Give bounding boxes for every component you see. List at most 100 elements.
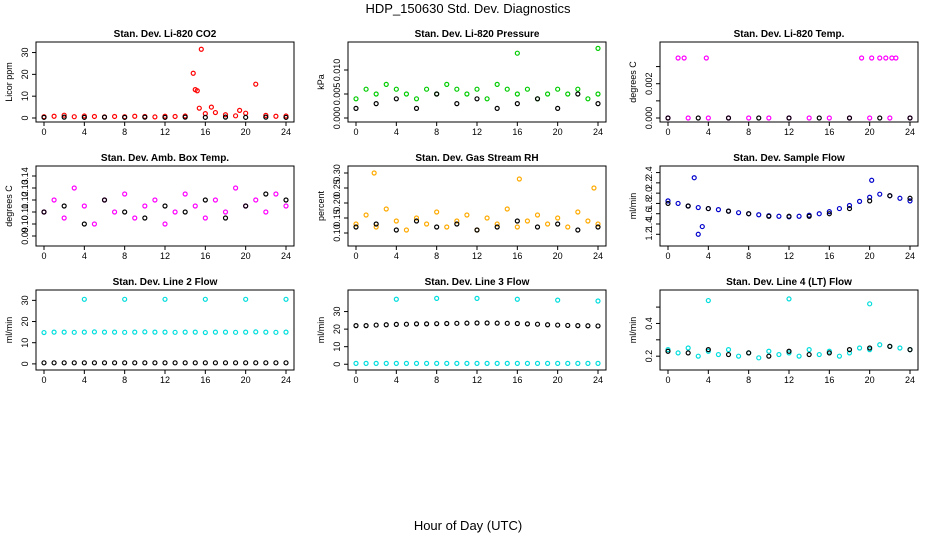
panel-6-xtick-label: 24 xyxy=(281,375,291,385)
panel-7-series-1-point xyxy=(434,321,440,327)
panel-4-series-0-point xyxy=(444,224,450,230)
panel-3-series-1-point xyxy=(101,197,108,203)
panel-7-series-0-point xyxy=(474,360,480,366)
panel-2-series-0-point xyxy=(877,55,883,61)
panel-1-ytick-label: 0.010 xyxy=(332,59,342,82)
panel-4-series-0-point xyxy=(516,176,522,182)
panel-3-series-0-point xyxy=(232,185,239,191)
panel-7-xtick-label: 4 xyxy=(394,375,399,385)
panel-1-series-0-point xyxy=(585,96,591,102)
panel-5-ytick-label: 2.4 xyxy=(644,166,654,179)
panel-6-series-0-point xyxy=(111,329,118,335)
panel-0-ytick-label: 10 xyxy=(20,91,30,101)
panel-5-series-1-point xyxy=(705,205,711,212)
panel-0-series-0-point xyxy=(61,112,67,118)
panel-3-series-0-point xyxy=(81,203,87,209)
panel-7-series-0-point xyxy=(454,360,460,366)
panel-4-series-0-point xyxy=(595,221,601,227)
panel-4-series-1-point xyxy=(575,227,581,233)
panel-5-series-0-point xyxy=(776,213,782,219)
panel-1-series-0-point xyxy=(595,91,601,97)
panel-0-series-1-point xyxy=(162,114,168,120)
panel-7-series-1-point xyxy=(464,320,470,326)
panel-0-ylabel: Licor ppm xyxy=(4,62,14,102)
panel-6-series-1-point xyxy=(243,360,249,366)
panel-4-series-0-point xyxy=(494,221,500,227)
panel-8-ytick-label: 0.4 xyxy=(644,317,654,330)
panel-4-series-0-point xyxy=(591,185,597,191)
panel-7-series-0-point xyxy=(484,360,490,366)
panel-6-series-1-point xyxy=(51,360,57,366)
panel-0-series-0-point xyxy=(253,81,259,87)
panel-2-series-0-point xyxy=(858,55,865,61)
panel-4-series-0-point xyxy=(555,215,561,221)
panel-6-series-1-point xyxy=(182,360,188,366)
panel-5-series-0-point xyxy=(675,200,681,207)
panel-4-series-1-point xyxy=(353,224,359,230)
panel-0-series-1-point xyxy=(182,114,188,120)
panel-2-series-1-point xyxy=(665,115,671,121)
panel-8-series-0-point xyxy=(705,297,711,304)
panel-0-ytick-label: 20 xyxy=(20,69,30,79)
panel-0-xtick-label: 8 xyxy=(122,127,127,137)
panel-1-series-0-point xyxy=(524,86,531,92)
panel-6-series-0-point xyxy=(142,329,148,335)
panel-1-series-0-point xyxy=(363,86,369,92)
panel-7-series-1-point xyxy=(544,322,551,328)
panel-8-series-1-point xyxy=(766,353,772,359)
panel-4-series-1-point xyxy=(413,218,420,224)
panel-8-series-1-point xyxy=(685,350,691,356)
panel-7-series-0-point xyxy=(565,360,571,366)
panel-5-series-1-point xyxy=(867,198,873,204)
panel-5-series-0-point xyxy=(691,175,697,181)
panel-4-series-1-point xyxy=(393,227,399,233)
panel-5-series-1-point xyxy=(786,213,792,219)
panel-5-series-1-point xyxy=(907,195,913,201)
panel-5-ytick-label: 1.2 xyxy=(644,228,654,241)
panel-7-series-0-point xyxy=(434,360,440,366)
panel-3-ytick-label: 0.11 xyxy=(20,204,30,221)
panel-6-series-1-point xyxy=(172,360,178,366)
panel-7-xtick-label: 16 xyxy=(512,375,522,385)
panel-6-series-0-point xyxy=(51,329,57,335)
panel-3-title: Stan. Dev. Amb. Box Temp. xyxy=(101,153,229,164)
panel-1-series-0-point xyxy=(484,96,490,102)
panel-1-series-0-point xyxy=(383,81,389,88)
panel-7-series-0-point xyxy=(353,360,359,366)
panel-3-series-1-point xyxy=(122,209,128,215)
panel-7-series-0-point xyxy=(575,360,581,366)
panel-8-series-0-point xyxy=(856,345,863,351)
panel-2-frame xyxy=(659,41,919,123)
panel-7-xtick-label: 12 xyxy=(472,375,482,385)
panel-8-xtick-label: 20 xyxy=(865,375,875,385)
panel-8-series-0-point xyxy=(725,347,732,353)
panel-4-series-0-point xyxy=(423,221,430,227)
panel-6-series-1-point xyxy=(152,360,158,366)
panel-3-series-0-point xyxy=(222,209,229,215)
panel-8-series-1-point xyxy=(746,350,752,356)
panel-8-series-0-point xyxy=(846,350,853,356)
panel-2-series-0-point xyxy=(893,55,899,61)
panel-6-ylabel: ml/min xyxy=(4,317,14,344)
panel-4-xtick-label: 8 xyxy=(434,251,439,261)
panel-4-xtick-label: 24 xyxy=(593,251,603,261)
panel-5-series-0-point xyxy=(826,209,832,215)
panel-3-series-1-point xyxy=(263,191,269,197)
panel-3-series-0-point xyxy=(212,197,219,203)
panel-1-xtick-label: 24 xyxy=(593,127,603,137)
panel-2-series-0-point xyxy=(703,55,709,61)
panel-6-ytick-label: 20 xyxy=(20,317,30,327)
panel-7-ytick-label: 0 xyxy=(332,362,342,367)
panel-1-series-0-point xyxy=(444,81,450,88)
panel-2-series-1-point xyxy=(877,115,883,121)
panel-7-series-1-point xyxy=(494,320,500,326)
panel-4-series-0-point xyxy=(454,218,460,224)
panel-3-series-0-point xyxy=(91,221,98,227)
panel-5-ytick-label: 1.8 xyxy=(644,197,654,210)
panel-6-title: Stan. Dev. Line 2 Flow xyxy=(113,277,218,288)
panel-3-series-0-point xyxy=(71,185,77,191)
panel-2-series-0-point xyxy=(675,55,681,61)
panel-7-series-1-point xyxy=(555,322,561,328)
panel-6-series-1-point xyxy=(162,360,168,366)
panel-7-series-0-point xyxy=(555,297,561,303)
